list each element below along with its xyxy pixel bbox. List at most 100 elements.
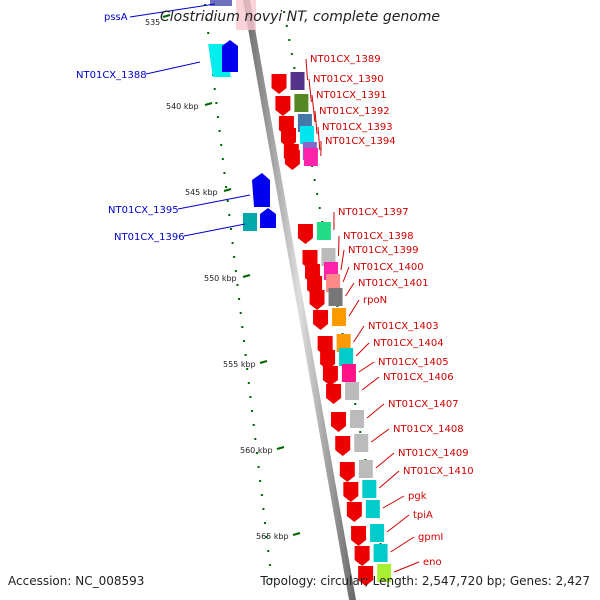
leader-line: [348, 299, 360, 317]
reverse-leader-lines: [305, 58, 420, 573]
gene-label: NT01CX_1404: [373, 338, 444, 349]
track-dot: [242, 340, 245, 342]
leader-line: [311, 94, 316, 123]
track-dot: [285, 25, 288, 27]
track-dot: [223, 172, 226, 174]
gene-label: NT01CX_1394: [325, 136, 396, 147]
track-dot: [318, 207, 321, 209]
forward-strand-genes: [208, 0, 276, 231]
track-dot: [259, 480, 262, 482]
gene-color-block: [377, 564, 392, 582]
kbp-tick-label: 565 kbp: [256, 532, 289, 541]
leader-line: [308, 78, 312, 103]
gene-arrow-reverse: [320, 350, 336, 370]
track-dot: [221, 158, 224, 160]
gene-arrow-reverse: [351, 526, 367, 546]
track-dot: [231, 242, 234, 244]
kbp-tick-mark: [162, 13, 171, 19]
gene-label: NT01CX_1388: [76, 70, 147, 81]
track-dot: [293, 67, 296, 69]
gene-arrow-reverse: [271, 74, 287, 94]
kbp-tick-mark: [204, 101, 213, 107]
top-feature: [236, 0, 256, 30]
track-dot: [254, 438, 257, 440]
gene-arrow-reverse: [339, 462, 355, 482]
track-dot: [228, 214, 231, 216]
reverse-strand-genes: [271, 74, 374, 586]
gene-arrow-reverse: [284, 150, 300, 170]
leader-line: [379, 470, 400, 489]
reverse-strand-color-blocks: [290, 72, 392, 582]
track-dot: [288, 39, 291, 41]
track-dot: [207, 32, 210, 34]
track-dot: [213, 88, 216, 90]
gene-color-block: [300, 126, 315, 144]
track-dot: [264, 522, 267, 524]
kbp-tick-label: 540 kbp: [166, 102, 199, 111]
leader-line: [129, 3, 216, 18]
gene-arrow-reverse: [343, 482, 359, 502]
gene-NT01CX_1396-arrow: [260, 208, 276, 228]
gene-color-block: [358, 460, 373, 478]
gene-label: NT01CX_1396: [114, 232, 185, 243]
gene-label: NT01CX_1405: [378, 357, 449, 368]
leader-line: [342, 266, 350, 283]
gene-color-block: [341, 364, 356, 382]
leader-line: [366, 403, 385, 419]
track-dot: [270, 578, 273, 580]
track-dot: [203, 4, 206, 6]
kbp-tick-mark: [292, 531, 301, 537]
genome-title: Clostridium novyi NT, complete genome: [160, 9, 441, 25]
gene-label: NT01CX_1408: [393, 424, 464, 435]
gene-color-block: [373, 544, 388, 562]
gene-label: NT01CX_1397: [338, 207, 409, 218]
track-dot: [244, 354, 247, 356]
leader-line: [358, 361, 375, 373]
track-dot: [236, 284, 239, 286]
track-dot: [290, 53, 293, 55]
track-dot: [241, 326, 244, 328]
leader-line: [177, 194, 251, 210]
track-dot: [229, 228, 232, 230]
gene-label: pgk: [408, 491, 427, 502]
gene-arrow-reverse: [297, 224, 313, 244]
gene-color-block: [350, 410, 365, 428]
track-dot: [238, 298, 241, 300]
track-dot: [239, 312, 242, 314]
gene-label: NT01CX_1393: [322, 122, 393, 133]
leader-line: [145, 61, 201, 75]
gene-label: NT01CX_1398: [343, 231, 414, 242]
track-dot: [359, 431, 362, 433]
leader-line: [382, 495, 405, 509]
kbp-tick-labels: 535 540 kbp 545 kbp 550 kbp 555 kbp 560 …: [145, 18, 289, 541]
leader-line: [370, 428, 390, 443]
track-dot: [265, 536, 268, 538]
gene-label: NT01CX_1400: [353, 262, 424, 273]
gene-arrow-reverse: [322, 366, 338, 386]
gene-label: NT01CX_1406: [383, 372, 454, 383]
gene-color-block: [365, 500, 380, 518]
kbp-tick-marks: [162, 13, 301, 537]
track-dot: [387, 585, 390, 587]
leader-line: [361, 376, 380, 391]
gene-label: tpiA: [413, 510, 433, 521]
accession-text: Accession: NC_008593: [8, 574, 145, 588]
kbp-tick-mark: [259, 359, 268, 365]
gene-color-block: [339, 348, 354, 366]
gene-label: NT01CX_1390: [313, 74, 384, 85]
gene-color-block: [336, 334, 351, 352]
gene-arrow-reverse: [326, 384, 342, 404]
genome-backbone: [243, 0, 356, 600]
gene-label: NT01CX_1409: [398, 448, 469, 459]
leader-line: [314, 110, 318, 135]
kbp-tick-mark: [276, 445, 285, 451]
track-dot: [220, 144, 223, 146]
gene-arrow-reverse: [275, 96, 291, 116]
gene-arrow-reverse: [281, 128, 297, 148]
gene-label: NT01CX_1407: [388, 399, 459, 410]
track-dot: [216, 116, 219, 118]
forward-leader-lines: [129, 3, 251, 237]
gene-label: pssA: [104, 12, 128, 23]
gene-label: NT01CX_1410: [403, 466, 474, 477]
